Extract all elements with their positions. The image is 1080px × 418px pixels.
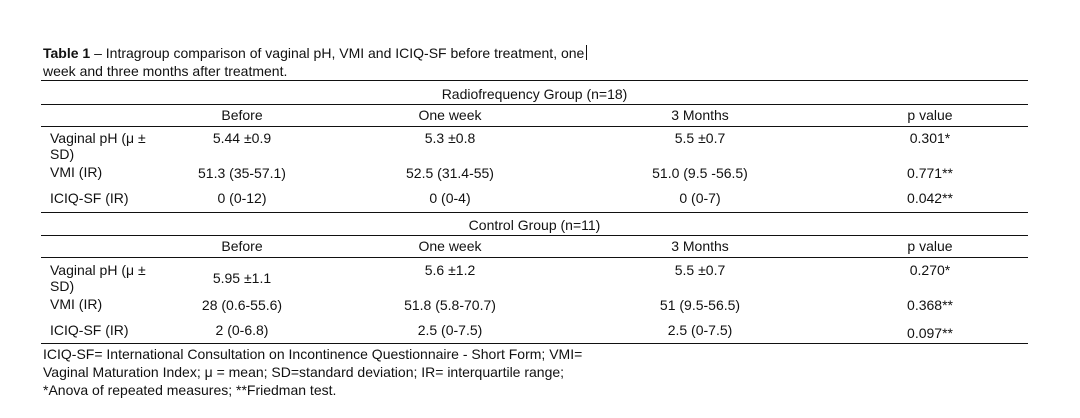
cell-3-months: 0 (0-7) <box>679 190 721 206</box>
cell-before: 2 (0-6.8) <box>215 322 269 338</box>
cell-before: 51.3 (35-57.1) <box>198 165 286 181</box>
row-label-vmi: VMI (IR) <box>50 296 103 312</box>
header-rule <box>41 257 1028 258</box>
cell-one-week: 2.5 (0-7.5) <box>417 322 483 338</box>
cell-one-week: 52.5 (31.4-55) <box>406 165 494 181</box>
cell-p-value: 0.097** <box>907 325 953 341</box>
caption-text-line1: – Intragroup comparison of vaginal pH, V… <box>90 45 585 61</box>
cell-one-week: 5.3 ±0.8 <box>424 130 476 146</box>
table-caption: Table 1 – Intragroup comparison of vagin… <box>43 44 683 80</box>
cell-one-week: 0 (0-4) <box>429 190 471 206</box>
caption-text-line2: week and three months after treatment. <box>43 63 288 79</box>
row-label-vaginal-ph: Vaginal pH (μ ± SD) <box>50 262 170 294</box>
table-bottom-rule <box>41 343 1028 344</box>
header-3-months: 3 Months <box>671 238 729 254</box>
group-title-rule <box>41 235 1028 236</box>
footnote-line: Vaginal Maturation Index; μ = mean; SD=s… <box>43 364 565 380</box>
group-separator-rule <box>41 212 1028 213</box>
cell-before: 5.44 ±0.9 <box>212 130 272 146</box>
footnote-line: *Anova of repeated measures; **Friedman … <box>43 382 337 398</box>
group-title-radiofrequency: Radiofrequency Group (n=18) <box>441 86 628 102</box>
cell-3-months: 5.5 ±0.7 <box>674 262 726 278</box>
cell-before: 5.95 ±1.1 <box>212 270 272 286</box>
cell-one-week: 5.6 ±1.2 <box>424 262 476 278</box>
header-before: Before <box>221 107 263 123</box>
text-cursor <box>586 45 588 60</box>
row-label-iciq-sf: ICIQ-SF (IR) <box>50 190 129 206</box>
header-3-months: 3 Months <box>671 107 729 123</box>
cell-3-months: 51 (9.5-56.5) <box>659 297 741 313</box>
header-before: Before <box>221 238 263 254</box>
cell-p-value: 0.042** <box>907 190 953 206</box>
footnote-line: ICIQ-SF= International Consultation on I… <box>43 346 583 362</box>
cell-3-months: 51.0 (9.5 -56.5) <box>652 165 748 181</box>
group-title-rule <box>41 104 1028 105</box>
row-label-iciq-sf: ICIQ-SF (IR) <box>50 322 129 338</box>
table-footnotes: ICIQ-SF= International Consultation on I… <box>43 345 943 399</box>
cell-p-value: 0.270* <box>909 262 951 278</box>
row-label-vmi: VMI (IR) <box>50 164 103 180</box>
cell-3-months: 2.5 (0-7.5) <box>667 322 733 338</box>
row-label-line2: SD) <box>50 278 75 294</box>
row-label-line1: Vaginal pH (μ ± <box>50 130 146 146</box>
header-p-value: p value <box>907 238 953 254</box>
header-rule <box>41 126 1028 127</box>
row-label-line2: SD) <box>50 146 75 162</box>
table-label: Table 1 <box>43 45 91 61</box>
cell-3-months: 5.5 ±0.7 <box>674 130 726 146</box>
header-one-week: One week <box>418 107 482 123</box>
row-label-vaginal-ph: Vaginal pH (μ ± SD) <box>50 130 170 162</box>
cell-before: 28 (0.6-55.6) <box>201 297 283 313</box>
header-one-week: One week <box>418 238 482 254</box>
cell-before: 0 (0-12) <box>217 190 267 206</box>
cell-p-value: 0.368** <box>907 297 953 313</box>
header-p-value: p value <box>907 107 953 123</box>
cell-p-value: 0.301* <box>909 130 951 146</box>
cell-one-week: 51.8 (5.8-70.7) <box>404 297 496 313</box>
row-label-line1: Vaginal pH (μ ± <box>50 262 146 278</box>
cell-p-value: 0.771** <box>907 165 953 181</box>
group-title-control: Control Group (n=11) <box>468 217 601 233</box>
table-top-rule <box>41 80 1028 81</box>
